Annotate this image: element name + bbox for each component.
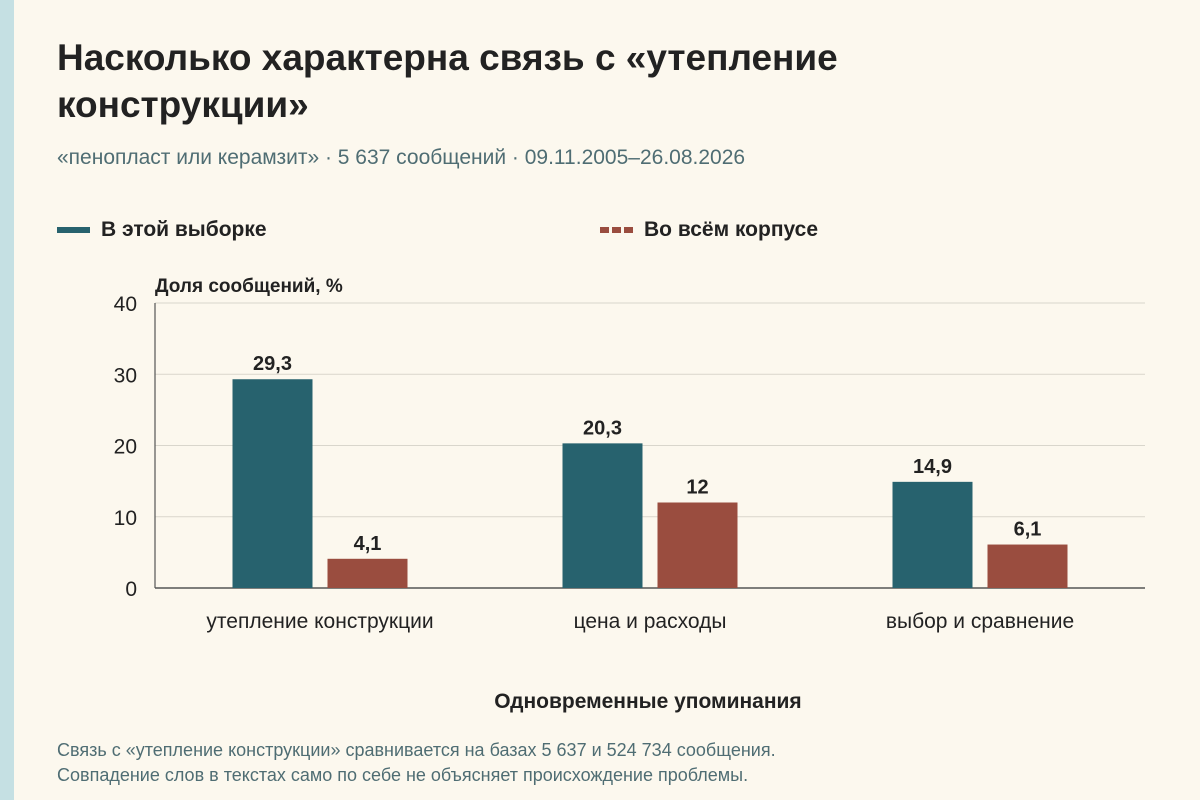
legend-label-corpus: Во всём корпусе — [644, 218, 819, 241]
data-label: 4,1 — [354, 533, 382, 555]
data-label: 29,3 — [253, 353, 292, 375]
bar — [987, 544, 1068, 588]
left-accent-bar — [0, 0, 14, 800]
y-tick-label: 30 — [114, 364, 137, 387]
y-axis-label: Доля сообщений, % — [155, 276, 343, 297]
x-tick-label: цена и расходы — [574, 610, 727, 633]
chart-subtitle: «пенопласт или керамзит» · 5 637 сообщен… — [57, 146, 746, 169]
bar — [562, 443, 643, 588]
legend-swatch-corpus — [600, 227, 633, 233]
footnote: Связь с «утепление конструкции» сравнива… — [57, 738, 776, 788]
y-tick-label: 0 — [125, 578, 137, 601]
footnote-line-2: Совпадение слов в текстах само по себе н… — [57, 765, 749, 785]
y-tick-label: 40 — [114, 293, 137, 316]
bar — [232, 379, 313, 588]
y-tick-label: 20 — [114, 436, 137, 459]
x-tick-label: выбор и сравнение — [886, 610, 1074, 633]
data-label: 14,9 — [913, 456, 952, 478]
data-label: 20,3 — [583, 417, 622, 439]
x-tick-label: утепление конструкции — [206, 610, 433, 633]
data-label: 12 — [686, 477, 708, 499]
data-label: 6,1 — [1014, 519, 1042, 541]
footnote-line-1: Связь с «утепление конструкции» сравнива… — [57, 740, 776, 760]
legend-label-sample: В этой выборке — [101, 218, 267, 241]
legend-swatch-sample — [57, 227, 90, 233]
bar — [657, 502, 738, 588]
legend-item-sample: В этой выборке — [57, 218, 267, 242]
bar — [327, 558, 408, 588]
y-tick-label: 10 — [114, 507, 137, 530]
chart-title: Насколько характерна связь с «утепление … — [57, 37, 838, 125]
bar — [892, 481, 973, 588]
x-axis-label: Одновременные упоминания — [494, 690, 801, 713]
legend-item-corpus: Во всём корпусе — [600, 218, 818, 242]
